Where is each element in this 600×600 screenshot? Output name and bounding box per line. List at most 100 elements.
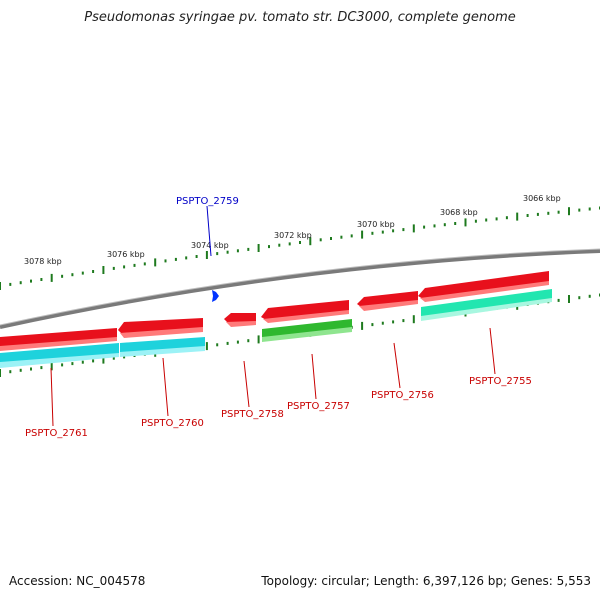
scale-minor-tick — [340, 235, 343, 239]
scale-minor-tick — [268, 245, 270, 249]
kbp-label-3076: 3076 kbp — [107, 250, 145, 259]
scale-major-tick — [361, 321, 364, 330]
scale-minor-tick — [578, 208, 581, 212]
gene-arrow-pspto-2755[interactable] — [418, 271, 549, 300]
scale-minor-tick — [226, 250, 229, 254]
scale-major-tick — [0, 282, 1, 290]
gene-label-pspto-2761[interactable]: PSPTO_2761 — [25, 428, 88, 439]
scale-minor-tick — [330, 237, 332, 240]
gene-label-pspto-2758[interactable]: PSPTO_2758 — [221, 409, 284, 420]
kbp-label-3068: 3068 kbp — [440, 208, 478, 217]
gene-label-pspto-2755[interactable]: PSPTO_2755 — [469, 376, 532, 387]
reverse-strand-genes — [0, 289, 552, 368]
scale-minor-tick — [123, 265, 126, 269]
scale-minor-tick — [423, 225, 426, 229]
scale-minor-tick — [143, 262, 146, 266]
scale-major-tick — [412, 315, 415, 324]
scale-major-tick — [516, 212, 519, 221]
scale-minor-tick — [30, 279, 32, 283]
scale-minor-tick — [236, 249, 239, 253]
label-leader-lines — [50, 205, 496, 427]
scale-minor-tick — [9, 370, 12, 374]
scale-major-tick — [568, 295, 570, 303]
scale-minor-tick — [536, 212, 539, 216]
scale-major-tick — [50, 273, 53, 282]
scale-major-tick — [464, 218, 467, 227]
scale-minor-tick — [30, 367, 32, 371]
scale-minor-tick — [350, 234, 353, 238]
kbp-label-3072: 3072 kbp — [274, 231, 312, 240]
scale-minor-tick — [299, 241, 301, 244]
gene-label-pspto-2759[interactable]: PSPTO_2759 — [176, 196, 239, 207]
scale-minor-tick — [9, 282, 12, 286]
scale-minor-tick — [402, 228, 405, 232]
map-title: Pseudomonas syringae pv. tomato str. DC3… — [84, 10, 516, 25]
scale-minor-tick — [371, 323, 374, 327]
scale-minor-tick — [19, 368, 22, 372]
scale-minor-tick — [443, 223, 446, 227]
gene-label-pspto-2757[interactable]: PSPTO_2757 — [287, 401, 350, 412]
scale-minor-tick — [92, 359, 95, 363]
kbp-label-3070: 3070 kbp — [357, 220, 395, 229]
gene-marker-pspto-2759[interactable] — [212, 290, 219, 302]
scale-minor-tick — [402, 319, 405, 323]
scale-minor-tick — [185, 256, 188, 260]
accession-text: Accession: NC_004578 — [9, 574, 146, 588]
gene-label-pspto-2760[interactable]: PSPTO_2760 — [141, 418, 204, 429]
scale-major-tick — [50, 362, 53, 371]
scale-minor-tick — [247, 339, 250, 343]
scale-major-tick — [205, 342, 208, 351]
scale-minor-tick — [81, 360, 84, 364]
scale-minor-tick — [557, 298, 560, 302]
scale-minor-tick — [392, 320, 395, 324]
scale-minor-tick — [61, 274, 64, 278]
scale-minor-tick — [236, 340, 239, 344]
scale-minor-tick — [216, 343, 219, 347]
scale-minor-tick — [92, 270, 95, 273]
scale-minor-tick — [61, 363, 64, 367]
scale-minor-tick — [40, 366, 43, 370]
scale-minor-tick — [174, 257, 177, 261]
scale-minor-tick — [226, 341, 229, 345]
scale-major-tick — [257, 244, 260, 252]
scale-minor-tick — [588, 294, 591, 298]
scale-minor-tick — [505, 216, 508, 220]
scale-minor-tick — [392, 229, 395, 233]
scale-major-tick — [154, 258, 157, 267]
scale-minor-tick — [557, 210, 560, 214]
gene-label-pspto-2756[interactable]: PSPTO_2756 — [371, 390, 434, 401]
scale-minor-tick — [71, 362, 74, 366]
scale-minor-tick — [195, 255, 198, 258]
scale-major-tick — [257, 335, 260, 344]
scale-minor-tick — [381, 230, 384, 234]
scale-minor-tick — [247, 247, 250, 251]
scale-major-tick — [412, 224, 415, 233]
scale-minor-tick — [433, 224, 436, 228]
scale-minor-tick — [133, 263, 136, 267]
scale-minor-tick — [164, 259, 167, 263]
scale-major-tick — [205, 251, 208, 259]
genome-summary-text: Topology: circular; Length: 6,397,126 bp… — [261, 574, 591, 588]
chromosome-backbone — [0, 249, 600, 329]
scale-minor-tick — [112, 356, 115, 360]
scale-minor-tick — [526, 214, 529, 217]
scale-major-tick — [0, 369, 1, 377]
scale-minor-tick — [278, 243, 281, 247]
scale-minor-tick — [495, 217, 498, 221]
scale-minor-tick — [216, 252, 219, 256]
scale-major-tick — [102, 266, 105, 274]
gene-arrow-pspto-2757[interactable] — [261, 300, 349, 321]
scale-minor-tick — [485, 218, 488, 222]
kbp-label-3066: 3066 kbp — [523, 194, 561, 203]
scale-minor-tick — [112, 266, 115, 270]
scale-minor-tick — [474, 219, 477, 223]
forward-strand-genes — [0, 271, 549, 351]
scale-minor-tick — [371, 231, 374, 235]
scale-minor-tick — [319, 238, 322, 242]
scale-minor-tick — [40, 278, 43, 281]
scale-minor-tick — [19, 281, 22, 285]
scale-major-tick — [102, 355, 105, 364]
scale-major-tick — [309, 237, 312, 246]
scale-minor-tick — [588, 207, 591, 211]
